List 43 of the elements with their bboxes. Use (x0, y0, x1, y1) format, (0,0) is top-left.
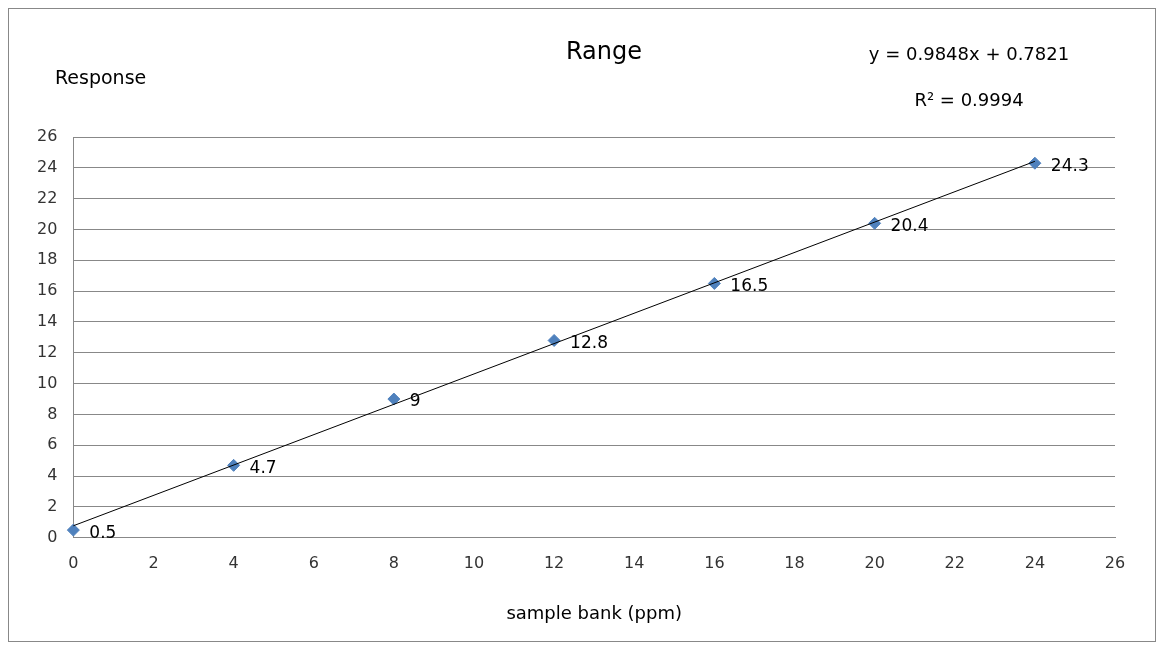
x-tick-label: 22 (944, 552, 965, 572)
y-tick-label: 14 (37, 311, 58, 331)
y-tick-label: 0 (47, 526, 58, 546)
y-tick-label: 4 (47, 465, 58, 485)
y-tick-label: 26 (37, 126, 58, 146)
x-tick-label: 8 (388, 552, 399, 572)
x-tick-label: 24 (1024, 552, 1046, 572)
data-label: 0.5 (89, 521, 117, 542)
y-tick-label: 2 (47, 496, 58, 516)
data-label: 16.5 (730, 274, 769, 295)
x-tick-label: 6 (308, 552, 319, 572)
y-axis-title: Response (55, 65, 147, 88)
y-tick-label: 16 (37, 280, 58, 300)
x-tick-label: 4 (228, 552, 239, 572)
data-label: 12.8 (570, 331, 608, 352)
y-tick-label: 6 (47, 434, 58, 454)
data-label: 24.3 (1050, 154, 1089, 175)
y-tick-label: 12 (37, 341, 58, 361)
data-label: 9 (409, 390, 421, 411)
chart-title: Range (565, 37, 643, 66)
point (387, 392, 401, 406)
y-tick-label: 18 (37, 249, 58, 269)
x-axis-title: sample bank (ppm) (506, 601, 682, 623)
x-tick-label: 20 (864, 552, 885, 572)
point (547, 333, 561, 347)
x-tick-label: 10 (463, 552, 485, 572)
y-tick-label: 22 (37, 187, 58, 207)
data-label: 4.7 (249, 456, 277, 477)
x-tick-label: 2 (148, 552, 159, 572)
x-tick-label: 18 (784, 552, 805, 572)
y-tick-label: 8 (47, 403, 58, 423)
x-tick-label: 14 (624, 552, 645, 572)
data-label: 20.4 (890, 214, 929, 235)
x-tick-label: 16 (704, 552, 725, 572)
y-tick-label: 20 (37, 218, 58, 238)
text: R² = 0.9994 (914, 88, 1024, 110)
point (66, 523, 80, 537)
x-tick-label: 12 (543, 552, 565, 572)
y-tick-label: 24 (37, 156, 58, 176)
x-tick-label: 26 (1104, 552, 1126, 572)
y-tick-label: 10 (37, 372, 58, 392)
text: y = 0.9848x + 0.7821 (868, 42, 1070, 64)
x-tick-label: 0 (68, 552, 79, 572)
